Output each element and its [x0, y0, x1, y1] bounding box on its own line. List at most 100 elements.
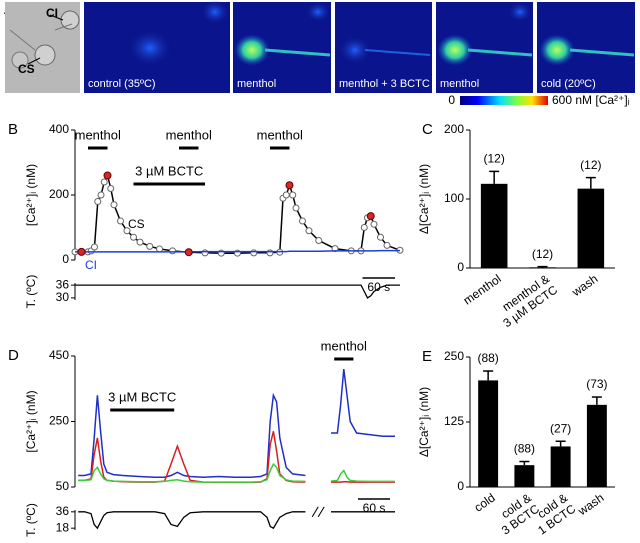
panel-label: E	[422, 348, 432, 365]
line-trace	[75, 173, 401, 254]
data-point	[250, 249, 258, 257]
data-point	[266, 249, 274, 257]
bar	[478, 380, 499, 487]
colorbar-max: 600 nM [Ca²⁺]ᵢ	[552, 93, 630, 107]
stimulus-label: menthol	[321, 338, 367, 353]
line-trace	[78, 431, 395, 484]
highlight-point	[366, 212, 375, 221]
temperature-trace	[75, 284, 400, 299]
stimulus-label: menthol	[257, 127, 303, 142]
image-caption: menthol	[237, 78, 276, 90]
data-point	[91, 243, 98, 251]
image-caption: control (35ºC)	[88, 78, 156, 90]
highlight-point	[77, 247, 86, 256]
panel-label: D	[8, 347, 19, 364]
y-tick-label: 18	[56, 520, 70, 534]
y-tick-label: 450	[49, 348, 69, 362]
y-tick-label: 250	[49, 414, 69, 428]
temperature-trace	[78, 511, 395, 530]
colorbar-min: 0	[448, 93, 455, 107]
n-label: (12)	[580, 158, 601, 172]
x-tick-label: wash	[569, 272, 601, 300]
bar	[529, 267, 556, 268]
y-tick-label: 125	[444, 414, 464, 428]
panel-label: B	[8, 121, 18, 138]
x-tick-label: menthol	[461, 272, 504, 308]
data-point	[110, 201, 118, 209]
data-point	[305, 227, 313, 235]
bar	[514, 465, 535, 487]
y-tick-label: 36	[56, 277, 70, 291]
x-tick-label: wash	[575, 491, 607, 519]
bar	[586, 404, 607, 487]
y-axis-label: T. (ºC)	[24, 275, 38, 309]
data-point	[100, 178, 108, 186]
data-point	[383, 241, 391, 249]
bar	[577, 188, 605, 268]
highlight-point	[285, 181, 294, 190]
stimulus-label: menthol	[75, 127, 121, 142]
highlight-point	[184, 248, 193, 257]
data-point	[107, 185, 115, 192]
stimulus-label: menthol	[166, 127, 212, 142]
line-trace	[75, 249, 400, 253]
y-tick-label: 0	[62, 252, 69, 266]
data-point	[136, 238, 144, 246]
scale-bar-label: 60 s	[363, 501, 386, 515]
stimulus-label: 3 µM BCTC	[135, 163, 203, 178]
data-point	[377, 233, 384, 241]
y-tick-label: 200	[49, 187, 69, 201]
bar	[550, 446, 571, 487]
cell-label: CS	[18, 62, 35, 76]
y-tick-label: 30	[56, 290, 70, 304]
axis-break	[311, 506, 319, 518]
bar	[480, 183, 508, 268]
y-tick-label: 200	[444, 122, 464, 136]
n-label: (88)	[477, 351, 498, 365]
data-point	[370, 220, 378, 228]
data-point	[146, 242, 154, 250]
data-point	[123, 227, 131, 235]
data-point	[94, 198, 102, 205]
image-caption: cold (20ºC)	[541, 78, 596, 90]
y-tick-label: 0	[457, 260, 464, 274]
data-point	[117, 217, 124, 225]
data-point	[282, 191, 290, 199]
line-trace	[78, 369, 395, 478]
y-tick-label: 0	[457, 479, 464, 493]
data-point	[289, 191, 297, 199]
line-trace	[78, 462, 395, 483]
calcium-images	[84, 0, 635, 93]
data-point	[97, 191, 105, 199]
y-axis-label: [Ca²⁺]ᵢ (nM)	[24, 164, 38, 226]
n-label: (27)	[550, 421, 571, 435]
stimulus-label: 3 µM BCTC	[108, 389, 176, 404]
data-point	[130, 233, 137, 241]
colorbar	[460, 96, 548, 105]
data-point	[169, 247, 176, 255]
image-caption: menthol	[440, 78, 479, 90]
y-tick-label: 250	[444, 349, 464, 363]
y-tick-label: 400	[49, 122, 69, 136]
n-label: (12)	[532, 247, 553, 261]
data-point	[360, 224, 368, 231]
data-point	[315, 237, 323, 244]
bright-field-image	[5, 2, 80, 93]
y-axis-label: T. (ºC)	[24, 503, 38, 537]
cell-label: CI	[46, 6, 58, 20]
highlight-point	[103, 171, 112, 180]
y-axis-label: Δ[Ca²⁺]ᵢ (nM)	[417, 387, 431, 457]
n-label: (88)	[514, 442, 535, 456]
data-point	[201, 249, 209, 257]
n-label: (12)	[483, 152, 504, 166]
data-point	[292, 204, 300, 212]
image-caption: menthol + 3 BCTC	[339, 78, 430, 90]
panel-label: C	[422, 121, 433, 138]
y-tick-label: 36	[56, 504, 70, 518]
n-label: (73)	[586, 377, 607, 391]
axis-break	[317, 506, 325, 518]
y-tick-label: 50	[56, 479, 70, 493]
y-tick-label: 100	[444, 191, 464, 205]
y-axis-label: Δ[Ca²⁺]ᵢ (nM)	[417, 164, 431, 234]
